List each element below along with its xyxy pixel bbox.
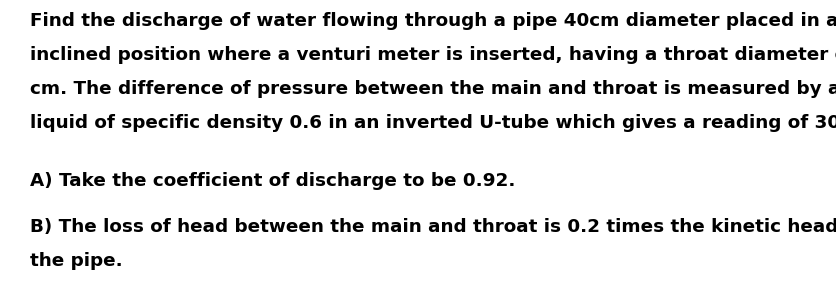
Text: cm. The difference of pressure between the main and throat is measured by a: cm. The difference of pressure between t… xyxy=(30,80,836,98)
Text: the pipe.: the pipe. xyxy=(30,252,123,270)
Text: liquid of specific density 0.6 in an inverted U-tube which gives a reading of 30: liquid of specific density 0.6 in an inv… xyxy=(30,114,836,132)
Text: Find the discharge of water flowing through a pipe 40cm diameter placed in an: Find the discharge of water flowing thro… xyxy=(30,12,836,30)
Text: A) Take the coefficient of discharge to be 0.92.: A) Take the coefficient of discharge to … xyxy=(30,172,515,190)
Text: B) The loss of head between the main and throat is 0.2 times the kinetic head of: B) The loss of head between the main and… xyxy=(30,218,836,236)
Text: inclined position where a venturi meter is inserted, having a throat diameter of: inclined position where a venturi meter … xyxy=(30,46,836,64)
